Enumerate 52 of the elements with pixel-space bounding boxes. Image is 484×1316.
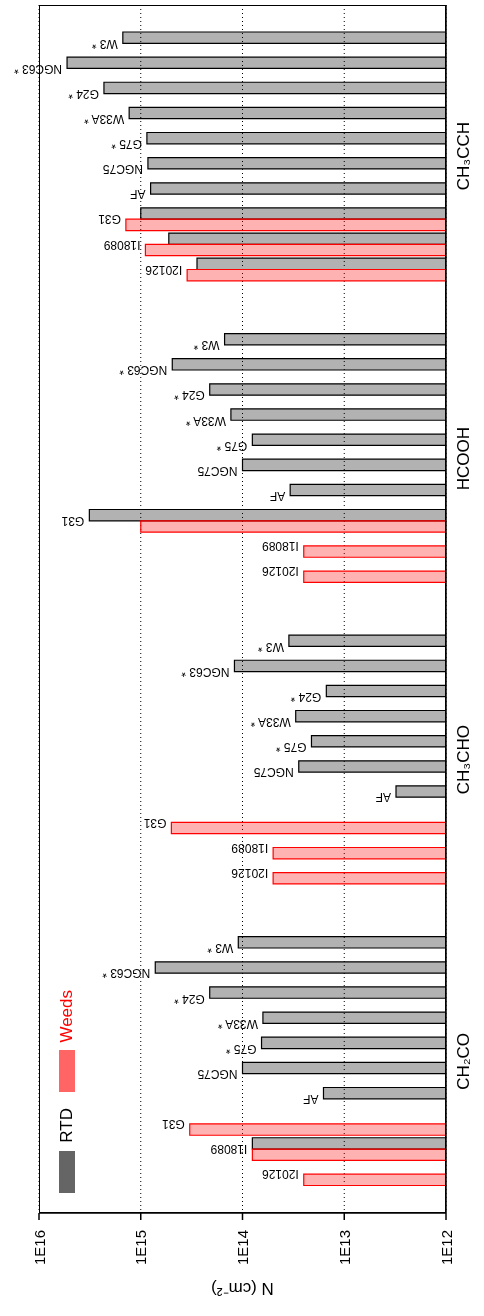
- x-tick-label: 1E12: [437, 1230, 455, 1266]
- y-tick-label: AF: [303, 1092, 319, 1107]
- y-tick-label: NGC75: [197, 463, 238, 478]
- y-tick-label: I18089: [261, 539, 299, 554]
- text: CH₃CCH: [454, 122, 474, 191]
- y-tick-label: I20126: [145, 262, 183, 277]
- text: RTD: [57, 1108, 77, 1143]
- y-tick-label: G75 *: [110, 137, 142, 152]
- y-tick-label: G31: [161, 1117, 185, 1132]
- y-tick-label: NGC63 *: [13, 61, 63, 76]
- y-tick-label: G24 *: [173, 991, 205, 1006]
- y-tick-label: G31: [143, 815, 167, 830]
- y-tick-label: G24 *: [67, 86, 99, 101]
- x-axis-title: N (cm⁻²): [210, 1278, 275, 1300]
- x-tick-label: 1E15: [132, 1230, 150, 1266]
- text: CH₂CO: [454, 1033, 474, 1090]
- y-tick-label: G75 *: [275, 740, 307, 755]
- x-tick-label: 1E16: [30, 1230, 48, 1266]
- y-tick-label: W33A *: [250, 715, 291, 730]
- y-tick-label: I18089: [103, 237, 141, 252]
- y-tick-label: NGC75: [197, 1066, 238, 1081]
- y-tick-label: W33A *: [83, 111, 125, 126]
- y-tick-label: G24 *: [290, 689, 322, 704]
- y-tick-label: G75 *: [216, 438, 248, 453]
- y-tick-label: W33A *: [185, 413, 226, 428]
- x-tick-label: 1E13: [335, 1230, 353, 1266]
- y-tick-label: I18089: [210, 1142, 248, 1157]
- y-tick-label: AF: [375, 790, 391, 805]
- y-tick-label: NGC63 *: [101, 966, 151, 981]
- y-tick-label: I20126: [231, 865, 269, 880]
- y-tick-label: NGC63 *: [181, 664, 230, 679]
- text: HCOOH: [454, 426, 474, 490]
- y-tick-label: G31: [61, 514, 85, 529]
- y-tick-label: G31: [97, 212, 121, 227]
- y-tick-label: W3 *: [193, 338, 220, 353]
- y-tick-label: AF: [130, 187, 146, 202]
- y-tick-label: I18089: [231, 840, 269, 855]
- text: Weeds: [57, 989, 77, 1043]
- x-tick-label: 1E14: [234, 1230, 251, 1266]
- y-tick-label: G75 *: [225, 1041, 257, 1056]
- y-tick-label: AF: [269, 488, 286, 503]
- y-tick-label: I20126: [261, 1167, 299, 1182]
- text: CH₃CHO: [454, 725, 474, 795]
- y-tick-label: W3 *: [206, 941, 234, 956]
- y-tick-label: NGC63 *: [118, 363, 168, 378]
- y-tick-label: NGC75: [102, 162, 143, 177]
- y-tick-label: W3 *: [257, 639, 284, 654]
- y-tick-label: W3 *: [91, 36, 118, 51]
- y-tick-label: NGC75: [253, 765, 294, 780]
- y-tick-label: I20126: [261, 564, 299, 579]
- y-tick-label: G24 *: [173, 388, 205, 403]
- y-tick-label: W33A *: [217, 1016, 258, 1031]
